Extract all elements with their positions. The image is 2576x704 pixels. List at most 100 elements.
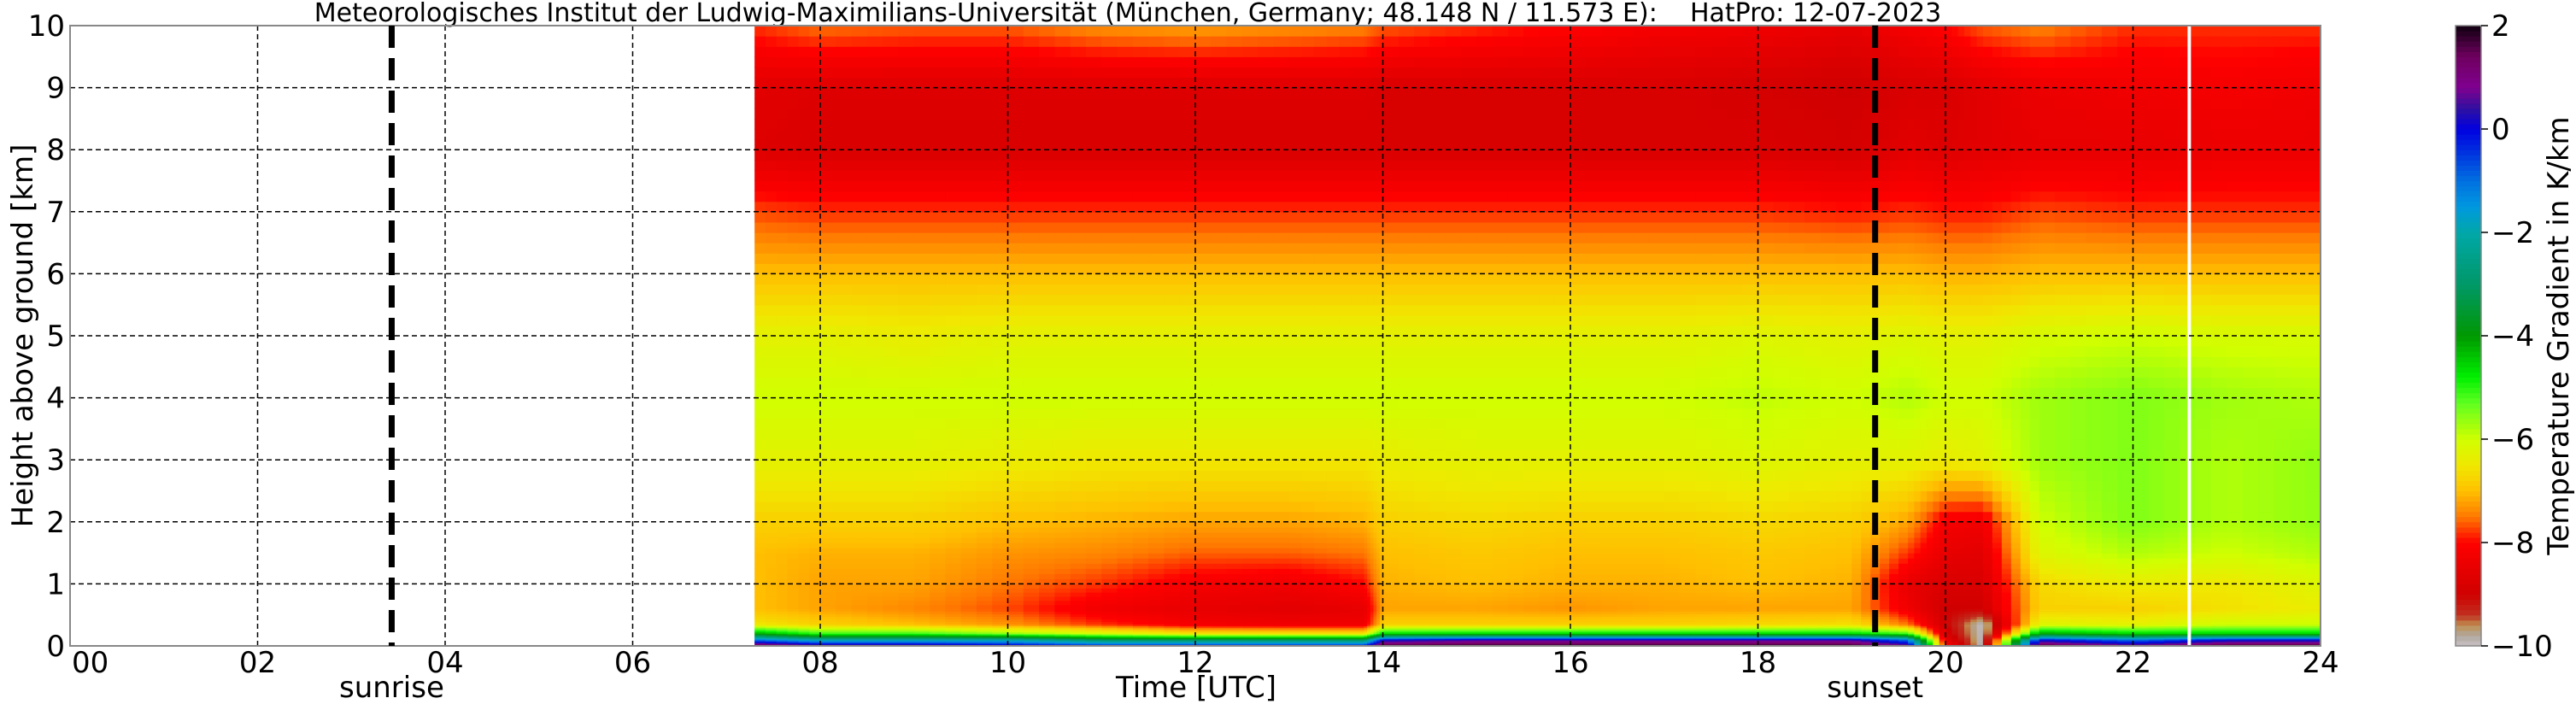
heatmap-cell [913,67,930,79]
heatmap-cell [1382,294,1399,306]
heatmap-cell [851,201,868,213]
heatmap-cell [1339,232,1353,243]
heatmap-cell [1460,26,1477,37]
heatmap-cell [1554,643,1571,646]
heatmap-cell [1398,367,1415,378]
heatmap-cell [1414,129,1430,140]
heatmap-cell [1226,625,1243,628]
heatmap-cell [851,160,868,171]
heatmap-cell [1148,634,1165,637]
heatmap-cell [976,553,993,559]
heatmap-cell [898,470,915,481]
heatmap-cell [1288,521,1302,528]
heatmap-cell [1023,180,1040,192]
heatmap-cell [1241,553,1259,559]
heatmap-cell [945,36,962,47]
heatmap-cell [866,604,883,610]
heatmap-cell [1195,397,1212,409]
heatmap-cell [1039,633,1055,636]
heatmap-cell [1326,439,1340,450]
heatmap-cell [960,449,977,461]
heatmap-cell [945,592,962,597]
heatmap-cell [1039,336,1055,347]
heatmap-cell [798,595,810,601]
heatmap-cell [1148,150,1165,161]
heatmap-cell [1364,573,1368,579]
heatmap-cell [1164,449,1181,461]
heatmap-cell [754,118,766,130]
heatmap-cell [765,624,777,627]
heatmap-cell [1273,180,1290,192]
heatmap-cell [836,531,853,538]
heatmap-cell [1288,470,1302,481]
heatmap-cell [1258,170,1275,182]
heatmap-cell [1101,108,1118,120]
heatmap-cell [898,36,915,47]
heatmap-cell [976,490,993,502]
heatmap-cell [930,578,946,584]
heatmap-cell [1382,624,1399,627]
heatmap-cell [945,160,962,171]
heatmap-cell [1258,640,1275,642]
heatmap-cell [1117,397,1134,409]
heatmap-cell [1370,460,1375,471]
heatmap-cell [945,511,962,523]
heatmap-cell [1179,573,1196,579]
heatmap-cell [898,129,915,140]
heatmap-cell [1226,600,1243,606]
heatmap-cell [1148,563,1165,569]
heatmap-cell [1314,637,1328,640]
heatmap-cell [1476,635,1493,637]
heatmap-cell [1398,637,1415,640]
heatmap-cell [1301,642,1315,645]
heatmap-cell [1326,211,1340,223]
heatmap-cell [798,346,810,357]
heatmap-cell [883,630,900,633]
heatmap-cell [1195,201,1212,213]
heatmap-cell [809,77,821,89]
heatmap-cell [1164,108,1181,120]
heatmap-cell [1339,397,1353,409]
heatmap-cell [1023,460,1040,471]
heatmap-cell [883,221,900,233]
heatmap-cell [1241,418,1259,430]
heatmap-cell [836,558,853,564]
heatmap-cell [1414,553,1430,559]
heatmap-cell [1376,408,1381,419]
heatmap-cell [1414,592,1430,597]
heatmap-cell [1414,77,1430,89]
heatmap-cell [1070,304,1087,316]
heatmap-cell [1445,501,1462,513]
heatmap-cell [992,621,1009,625]
heatmap-cell [1226,531,1243,538]
heatmap-cell [898,243,915,254]
heatmap-cell [1414,118,1430,130]
heatmap-cell [809,367,821,378]
heatmap-cell [1085,108,1102,120]
heatmap-cell [976,592,993,597]
heatmap-cell [1101,578,1118,584]
heatmap-cell [898,588,915,593]
heatmap-cell [1460,377,1477,389]
heatmap-cell [1326,253,1340,264]
heatmap-cell [1314,460,1328,471]
heatmap-cell [1023,129,1040,140]
heatmap-cell [1376,377,1381,389]
heatmap-cell [1054,558,1071,564]
heatmap-cell [1507,635,1524,637]
heatmap-cell [1101,367,1118,378]
heatmap-cell [1179,263,1196,274]
heatmap-cell [1241,46,1259,57]
heatmap-cell [787,634,799,637]
heatmap-cell [1195,356,1212,367]
heatmap-cell [1314,439,1328,450]
heatmap-cell [1132,118,1149,130]
heatmap-cell [1429,232,1446,243]
heatmap-cell [1379,108,1384,120]
heatmap-cell [1070,170,1087,182]
heatmap-cell [1539,611,1556,615]
heatmap-cell [1054,97,1071,109]
heatmap-cell [1101,635,1118,637]
heatmap-cell [1376,578,1381,584]
heatmap-cell [930,346,946,357]
